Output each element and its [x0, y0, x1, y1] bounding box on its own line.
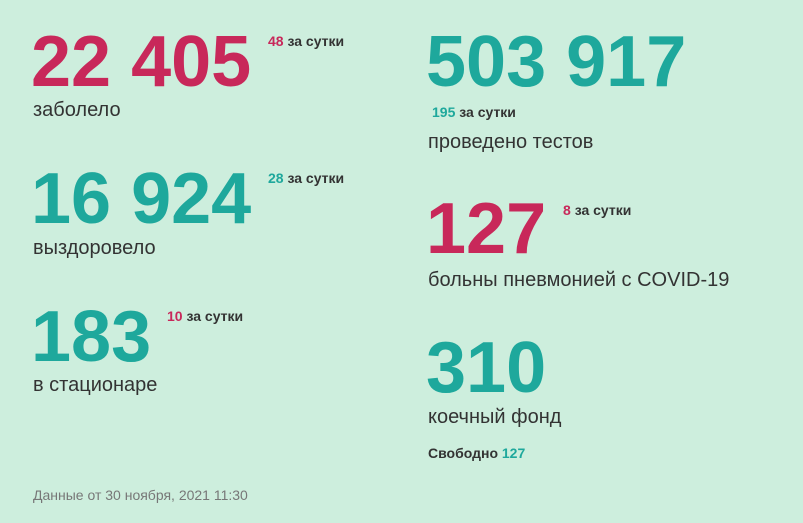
stat-label: в стационаре [33, 374, 157, 396]
delta-number: 195 [432, 104, 456, 120]
delta-suffix: за сутки [459, 104, 516, 120]
delta-suffix: за сутки [186, 308, 243, 324]
stat-delta: 28 за сутки [268, 170, 344, 186]
stat-delta: 195 за сутки [432, 104, 516, 120]
stat-delta: 48 за сутки [268, 33, 344, 49]
stat-value: 22 405 [31, 22, 251, 102]
delta-suffix: за сутки [287, 170, 344, 186]
footer: Данные от 30 ноября, 2021 11:30 [33, 487, 248, 503]
stat-label: больны пневмонией с COVID-19 [428, 269, 729, 291]
stat-delta: 10 за сутки [167, 308, 243, 324]
stat-label: коечный фонд [428, 406, 562, 428]
free-beds: Свободно 127 [428, 445, 525, 461]
delta-number: 28 [268, 170, 284, 186]
stat-value: 183 [31, 297, 151, 377]
delta-number: 8 [563, 202, 571, 218]
stat-value: 127 [426, 189, 546, 269]
delta-number: 48 [268, 33, 284, 49]
stat-label: проведено тестов [428, 131, 593, 153]
stat-label: заболело [33, 99, 121, 121]
stat-label: выздоровело [33, 237, 156, 259]
free-value: 127 [502, 445, 526, 461]
delta-suffix: за сутки [287, 33, 344, 49]
stat-delta: 8 за сутки [563, 202, 631, 218]
free-label: Свободно [428, 445, 498, 461]
stat-value: 16 924 [31, 159, 251, 239]
delta-number: 10 [167, 308, 183, 324]
stat-value: 503 917 [426, 22, 686, 102]
stat-value: 310 [426, 328, 546, 408]
delta-suffix: за сутки [575, 202, 632, 218]
